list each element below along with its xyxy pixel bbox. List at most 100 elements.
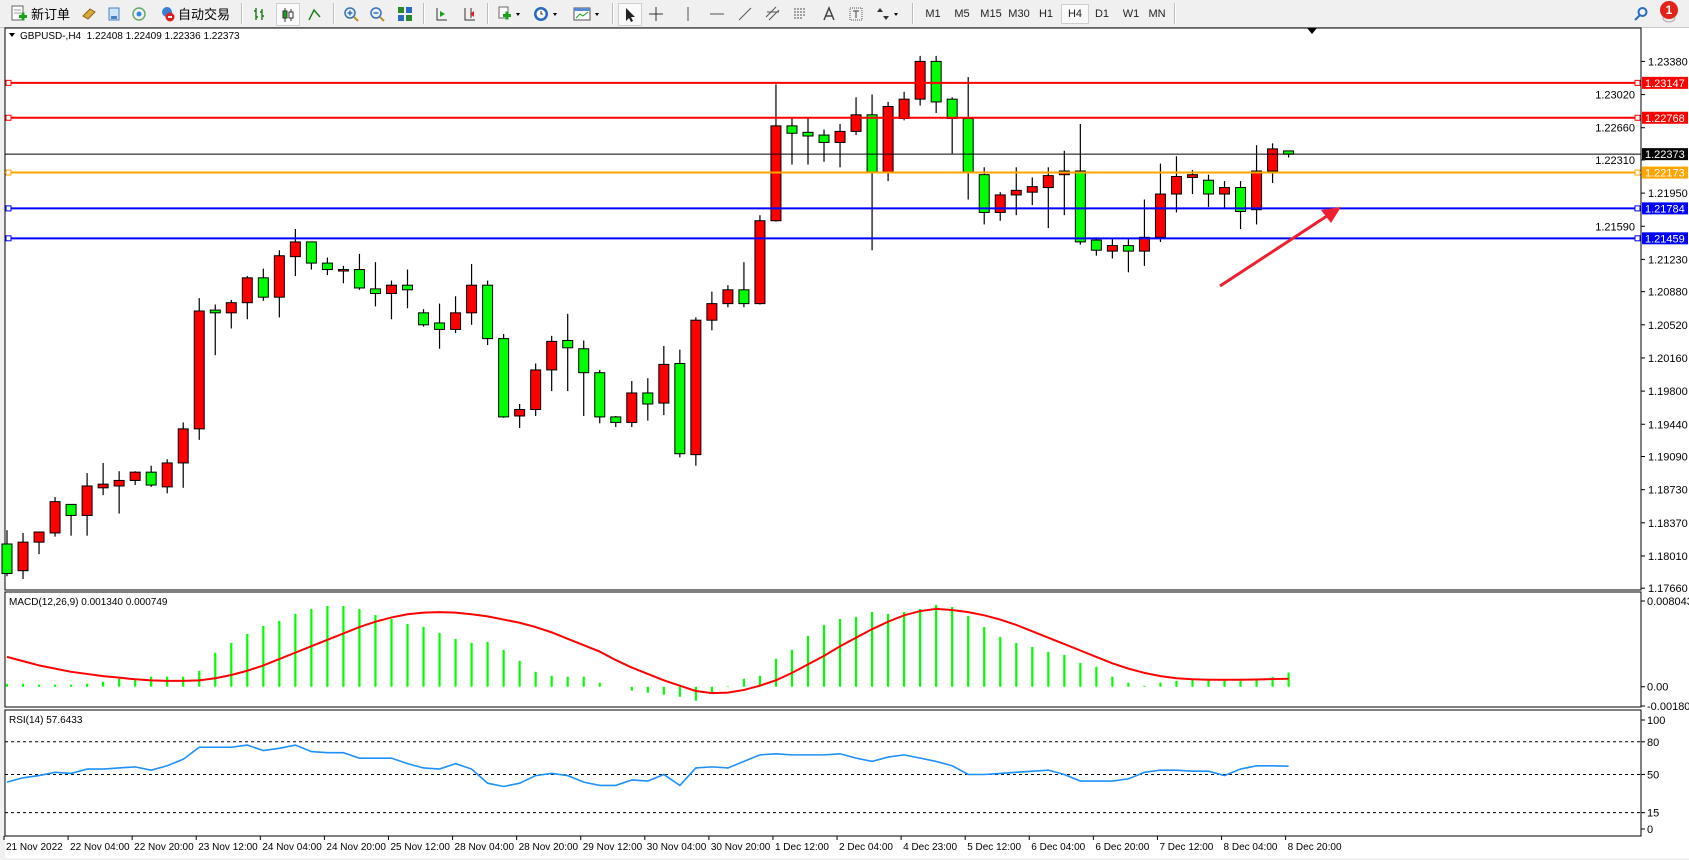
candle <box>674 349 686 458</box>
text-label-button[interactable] <box>845 3 867 24</box>
horizontal-line-button[interactable] <box>706 3 728 24</box>
new-order-button[interactable]: 新订单 <box>4 3 76 24</box>
candle <box>1267 143 1279 183</box>
zoom-out-button[interactable] <box>366 3 388 24</box>
text-label-icon <box>849 7 863 20</box>
bearish-candle-body <box>145 471 157 486</box>
candle <box>1138 199 1150 266</box>
time-axis-label: 28 Nov 04:00 <box>455 842 515 853</box>
time-axis-label: 25 Nov 12:00 <box>390 842 450 853</box>
templates-button[interactable] <box>570 3 606 24</box>
timeframe-m1[interactable]: M1 <box>925 8 941 20</box>
bearish-candle-body <box>562 339 574 349</box>
bullish-candle-body <box>113 479 125 487</box>
bullish-candle-body <box>850 114 862 132</box>
time-axis-label: 23 Nov 12:00 <box>198 842 258 853</box>
candle <box>562 313 574 392</box>
tile-windows-icon <box>398 6 412 21</box>
timeframe-m15[interactable]: M15 <box>980 8 1002 20</box>
bearish-candle-body <box>402 284 413 291</box>
macd-indicator-label: MACD(12,26,9) 0.001340 0.000749 <box>9 597 168 608</box>
price-axis-label: 1.18010 <box>1648 551 1688 563</box>
macd-axis-label: 0.00 <box>1647 682 1668 694</box>
candle <box>850 97 862 136</box>
crosshair-button[interactable] <box>645 3 667 24</box>
candle <box>1219 181 1231 208</box>
timeframe-h1[interactable]: H1 <box>1038 8 1054 20</box>
candle <box>1106 239 1118 259</box>
bullish-candle-body <box>1186 174 1198 178</box>
zoom-in-button[interactable] <box>340 3 362 24</box>
text-tool-button[interactable] <box>818 3 840 24</box>
bullish-candle-body <box>49 501 61 534</box>
candlestick-chart-button[interactable] <box>276 3 300 26</box>
tile-windows-button[interactable] <box>394 3 416 24</box>
candle <box>402 269 413 309</box>
candle <box>914 55 926 106</box>
bearish-candle-body <box>257 277 269 298</box>
bullish-candle-body <box>337 269 349 272</box>
trendline-button[interactable] <box>734 3 756 24</box>
price-axis-label: 1.23380 <box>1648 56 1688 68</box>
horizontal-level-line-handle <box>5 169 12 176</box>
timeframe-h4[interactable]: H4 <box>1061 4 1089 24</box>
bearish-candle-body <box>642 392 654 405</box>
bearish-candle-body <box>321 262 333 271</box>
fibonacci-button[interactable] <box>790 3 812 24</box>
search-button[interactable] <box>1630 3 1652 24</box>
cursor-icon <box>626 7 635 22</box>
bearish-candle-body <box>786 125 798 134</box>
equidistant-channel-button[interactable] <box>762 3 784 24</box>
horizontal-level-line-handle <box>1634 79 1641 86</box>
bearish-candle-body <box>674 362 686 455</box>
auto-scroll-button[interactable] <box>458 3 480 24</box>
fibonacci-icon <box>794 8 806 18</box>
candle <box>514 404 526 428</box>
price-axis-label: 1.18370 <box>1648 518 1688 530</box>
timeframe-d1[interactable]: D1 <box>1094 8 1110 20</box>
candle <box>65 503 77 536</box>
bullish-candle-body <box>1251 170 1263 211</box>
gold-bars-icon <box>82 7 96 20</box>
bullish-candle-body <box>289 241 301 258</box>
bearish-candle-body <box>1 543 13 574</box>
chart-shift-button[interactable] <box>430 3 452 24</box>
timeframe-mn[interactable]: MN <box>1148 8 1166 20</box>
arrows-button[interactable] <box>872 3 906 24</box>
candle <box>786 118 798 165</box>
line-chart-button[interactable] <box>304 3 326 24</box>
candle <box>578 340 590 416</box>
timeframe-m5[interactable]: M5 <box>954 8 970 20</box>
candle <box>658 345 670 416</box>
navigator-button[interactable] <box>103 3 125 24</box>
zoom-in-icon <box>344 6 359 22</box>
vertical-line-button[interactable] <box>677 3 699 24</box>
chart-symbol-header: GBPUSD-,H4 1.22408 1.22409 1.22336 1.223… <box>20 31 240 42</box>
bullish-candle-body <box>33 531 45 543</box>
bearish-candle-body <box>930 60 942 103</box>
candle <box>690 317 702 466</box>
timeframe-w1[interactable]: W1 <box>1122 8 1140 20</box>
periods-button[interactable] <box>530 3 564 24</box>
indicators-button[interactable] <box>494 3 526 24</box>
bearish-candle-body <box>1074 170 1086 243</box>
time-axis-label: 7 Dec 12:00 <box>1159 842 1213 853</box>
vertical-line-icon <box>687 6 689 21</box>
navigator-icon <box>108 7 120 20</box>
time-axis-label: 5 Dec 12:00 <box>967 842 1021 853</box>
market-watch-button[interactable] <box>78 3 100 24</box>
bullish-candle-body <box>97 483 109 489</box>
timeframe-m30[interactable]: M30 <box>1008 8 1030 20</box>
signals-button[interactable] <box>128 3 150 24</box>
auto-trading-button[interactable]: 自动交易 <box>153 3 235 24</box>
bearish-candle-body <box>353 269 365 289</box>
time-axis-label: 30 Nov 20:00 <box>711 842 771 853</box>
bearish-candle-body <box>1090 239 1102 251</box>
bullish-candle-body <box>466 284 478 314</box>
bullish-candle-body <box>385 284 397 294</box>
candle <box>626 380 638 428</box>
cursor-tool-button[interactable] <box>618 3 642 26</box>
bar-chart-button[interactable] <box>248 3 270 24</box>
price-axis-label: 1.17660 <box>1648 583 1688 595</box>
